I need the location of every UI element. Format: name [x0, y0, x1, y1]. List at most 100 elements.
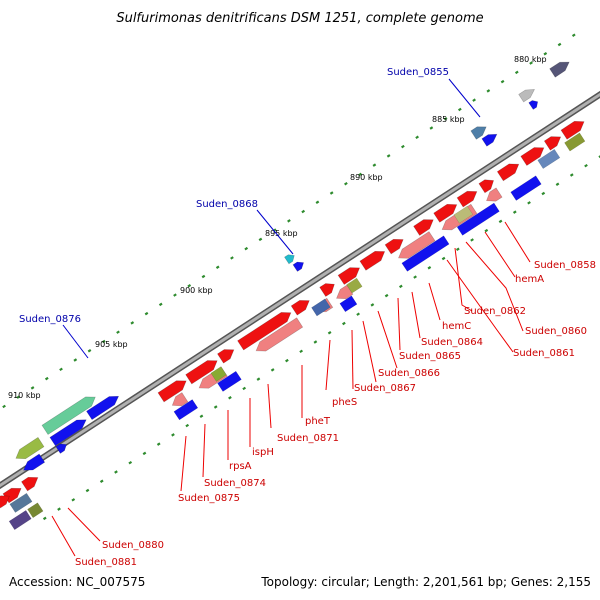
reverse-cds-block — [173, 399, 199, 421]
gene-label-suden-0866: Suden_0866 — [378, 368, 440, 379]
tick-mark-inner — [313, 340, 318, 344]
tick-mark-inner — [256, 377, 261, 381]
gene-tracks — [0, 61, 586, 531]
tick-mark-inner — [42, 516, 47, 521]
red-leader-lines — [51, 221, 531, 557]
tick-mark — [529, 61, 533, 65]
tick-mark-inner — [598, 155, 600, 159]
outer-gene-arrow — [528, 100, 539, 110]
forward-cds-arrow — [413, 219, 434, 236]
outer-gene-arrow — [15, 436, 45, 460]
genome-stats-text: Topology: circular; Length: 2,201,561 bp… — [260, 575, 591, 589]
scale-labels: 880 kbp 885 kbp 890 kbp 895 kbp 900 kbp … — [8, 55, 547, 400]
forward-cds-arrow — [496, 163, 520, 182]
forward-cds-arrow — [543, 136, 562, 151]
reverse-cds-arrow — [171, 392, 189, 407]
tick-mark-inner — [213, 405, 218, 409]
gene-label-suden-0881: Suden_0881 — [75, 557, 137, 568]
tick-mark — [187, 284, 192, 288]
tick-mark — [315, 200, 320, 205]
tick-mark — [2, 404, 6, 409]
gene-label-suden-0874: Suden_0874 — [204, 478, 266, 489]
reverse-cds-arrow — [486, 187, 503, 202]
forward-cds-arrow — [157, 380, 187, 403]
backbone — [0, 90, 600, 490]
forward-cds-arrow — [319, 283, 335, 297]
tick-mark-inner — [327, 331, 332, 335]
outer-gene-arrow — [518, 89, 536, 103]
tick-mark — [101, 339, 106, 344]
tick-mark — [173, 293, 177, 297]
gene-label-phet: pheT — [305, 416, 331, 427]
reverse-cds-block — [510, 175, 542, 201]
tick-mark — [344, 181, 348, 186]
tick-label-910: 910 kbp — [8, 391, 41, 400]
forward-cds-arrow — [290, 300, 310, 316]
tick-mark-inner — [199, 414, 204, 419]
tick-mark — [244, 246, 249, 251]
reverse-cds-block — [217, 370, 242, 392]
forward-cds-arrow — [560, 120, 585, 140]
tick-mark — [372, 163, 377, 167]
tick-mark-inner — [484, 228, 489, 233]
tick-mark-inner — [114, 470, 118, 474]
tick-mark-inner — [527, 201, 531, 205]
tick-label-900: 900 kbp — [180, 286, 213, 295]
gene-label-rpsa: rpsA — [229, 461, 252, 472]
reverse-cds-block — [339, 295, 358, 313]
map-title: Sulfurimonas denitrificans DSM 1251, com… — [116, 11, 483, 26]
reverse-cds-block — [8, 510, 32, 531]
forward-cds-arrow — [433, 203, 458, 223]
tick-mark — [230, 256, 234, 260]
tick-mark-inner — [569, 173, 574, 177]
tick-mark-inner — [512, 210, 517, 214]
gene-label-suden-0860: Suden_0860 — [525, 326, 587, 337]
accession-text: Accession: NC_007575 — [9, 575, 145, 589]
tick-mark-inner — [285, 358, 289, 363]
tick-mark — [87, 349, 92, 353]
tick-label-880: 880 kbp — [514, 55, 547, 64]
tick-mark — [443, 116, 448, 121]
tick-mark-inner — [498, 219, 503, 224]
tick-label-890: 890 kbp — [350, 173, 383, 182]
gene-label-hema: hemA — [515, 274, 544, 285]
tick-mark-inner — [228, 395, 232, 400]
tick-label-885: 885 kbp — [432, 115, 465, 124]
tick-mark — [543, 52, 548, 56]
tick-mark — [201, 274, 206, 279]
outer-gene-arrow — [49, 419, 87, 447]
outer-gene-arrow — [292, 261, 305, 272]
tick-mark-inner — [370, 303, 375, 307]
tick-mark — [415, 135, 419, 140]
tick-mark-inner — [470, 238, 474, 242]
tick-mark-inner — [555, 182, 560, 186]
forward-cds-arrow — [217, 349, 235, 364]
tick-mark — [429, 126, 434, 130]
outer-gene-arrow — [86, 395, 120, 421]
tick-mark — [514, 70, 519, 75]
tick-mark-inner — [171, 433, 175, 437]
forward-cds-arrow — [0, 495, 10, 509]
gene-label-suden-0871: Suden_0871 — [277, 433, 339, 444]
tick-mark — [386, 154, 391, 158]
reverse-cds-block — [456, 202, 500, 236]
gene-label-suden-0867: Suden_0867 — [354, 383, 416, 394]
tick-mark-inner — [413, 275, 417, 279]
function-box — [311, 298, 331, 317]
function-box — [453, 205, 474, 224]
tick-mark-inner — [270, 368, 275, 372]
tick-mark-inner — [441, 256, 446, 261]
outer-gene-arrow — [23, 453, 46, 471]
gene-label-phes: pheS — [332, 397, 357, 408]
tick-mark-inner — [427, 266, 432, 270]
tick-mark — [358, 172, 363, 177]
forward-cds-arrow — [185, 360, 218, 385]
gene-label-suden-0865: Suden_0865 — [399, 351, 461, 362]
forward-cds-arrow — [237, 312, 292, 351]
tick-mark-inner — [342, 321, 346, 326]
tick-mark — [258, 237, 263, 242]
tick-mark — [116, 330, 120, 334]
tick-mark — [16, 395, 21, 399]
tick-mark-inner — [356, 312, 360, 316]
